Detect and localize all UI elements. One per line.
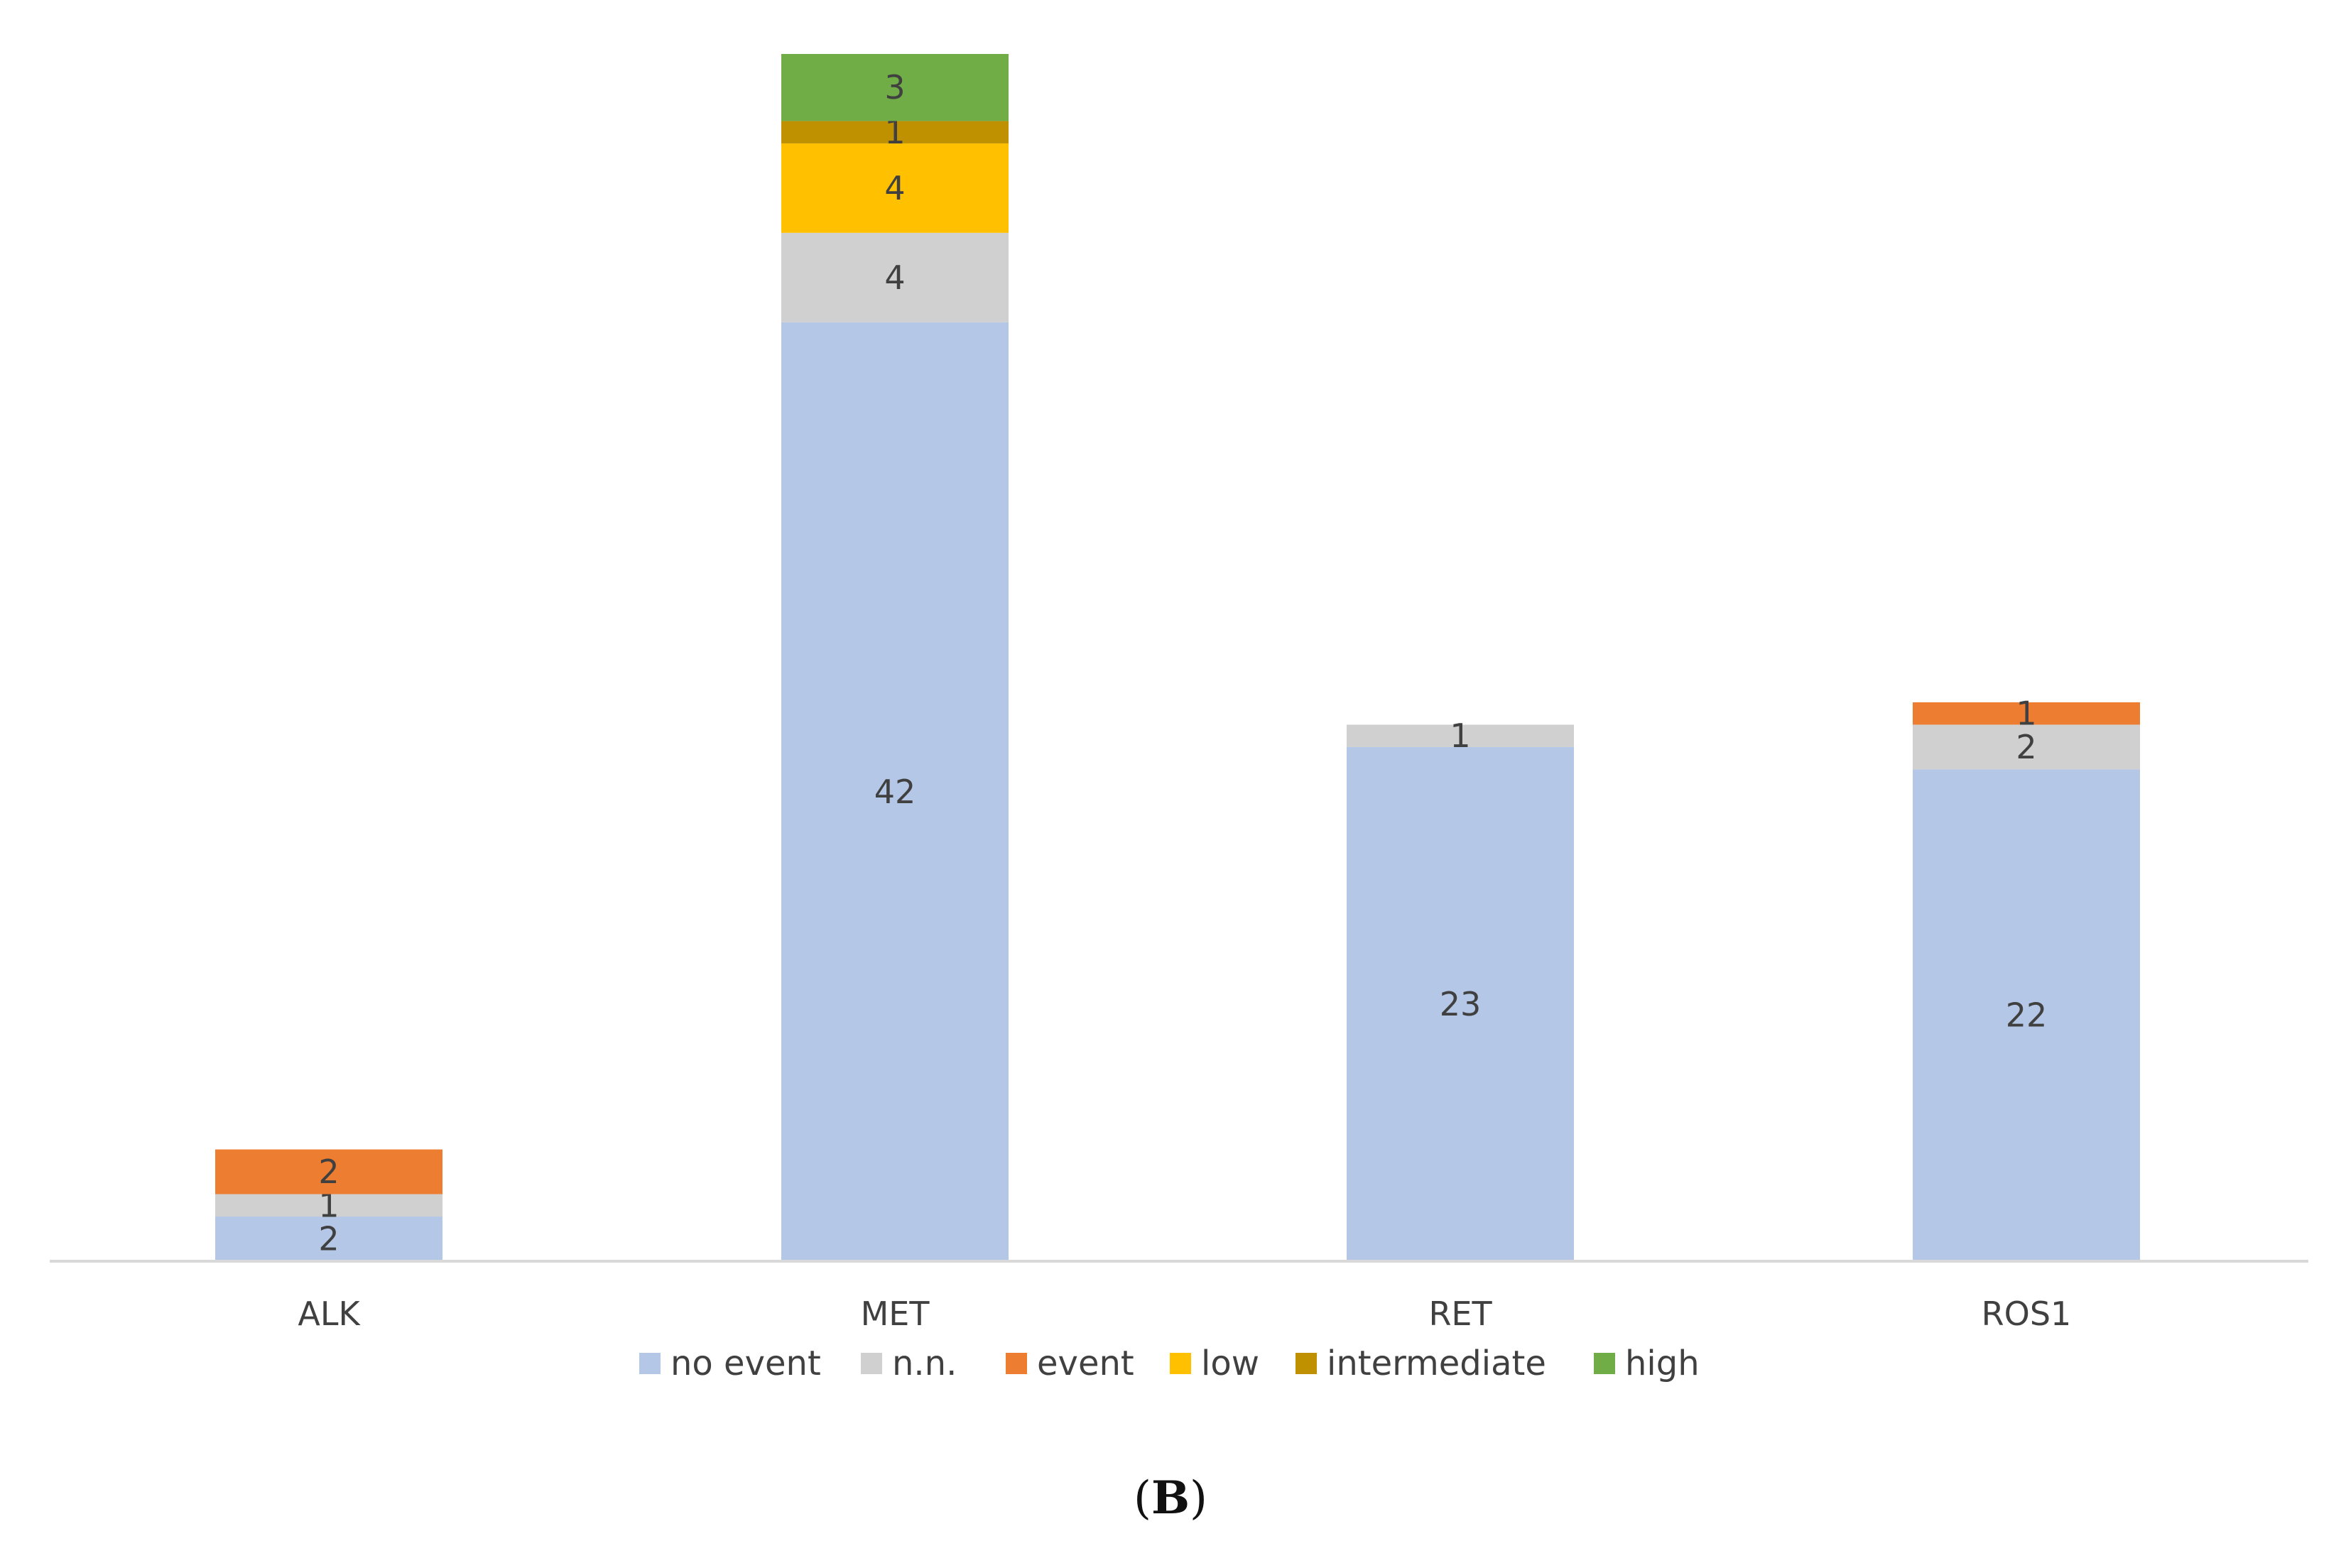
bar-ret-no-event bbox=[1347, 746, 1574, 1261]
panel-label: (B) bbox=[1133, 1471, 1208, 1525]
legend-label-low: low bbox=[1201, 1344, 1259, 1383]
bar-met-low bbox=[781, 143, 1009, 233]
bar-met-intermediate bbox=[781, 121, 1009, 143]
legend-swatch-high bbox=[1594, 1353, 1615, 1374]
bar-alk-event bbox=[215, 1149, 442, 1194]
bar-met-no-event bbox=[781, 322, 1009, 1261]
legend-label-no-event: no event bbox=[670, 1344, 821, 1383]
legend-label-event: event bbox=[1037, 1344, 1134, 1383]
bar-alk-n-n bbox=[215, 1194, 442, 1217]
legend-swatch-event bbox=[1006, 1353, 1027, 1374]
data-label-ros1-event: 1 bbox=[2016, 695, 2036, 733]
data-label-met-no-event: 42 bbox=[874, 773, 916, 811]
bar-ret-n-n bbox=[1347, 724, 1574, 747]
bar-met-high bbox=[781, 54, 1009, 121]
legend-swatch-no-event bbox=[639, 1353, 661, 1374]
data-label-met-n-n: 4 bbox=[884, 258, 905, 297]
x-tick-label-ros1: ROS1 bbox=[1982, 1295, 2072, 1333]
legend-label-intermediate: intermediate bbox=[1327, 1344, 1546, 1383]
bar-ros1-n-n bbox=[1913, 724, 2140, 770]
data-label-ros1-no-event: 22 bbox=[2006, 996, 2048, 1035]
x-tick-label-met: MET bbox=[861, 1295, 930, 1333]
data-label-alk-no-event: 2 bbox=[318, 1220, 339, 1258]
legend-label-n-n: n.n. bbox=[892, 1344, 957, 1383]
category-labels: ALK MET RET ROS1 bbox=[298, 1295, 2071, 1333]
legend: no event n.n. event low intermediate high bbox=[639, 1344, 1700, 1383]
bar-alk-no-event bbox=[215, 1216, 442, 1261]
data-label-ros1-n-n: 2 bbox=[2016, 728, 2036, 766]
data-label-met-low: 4 bbox=[884, 169, 905, 207]
x-tick-label-ret: RET bbox=[1428, 1295, 1492, 1333]
bar-ros1-event bbox=[1913, 702, 2140, 725]
data-label-ret-n-n: 1 bbox=[1450, 717, 1470, 755]
legend-swatch-n-n bbox=[861, 1353, 882, 1374]
data-label-alk-event: 2 bbox=[318, 1153, 339, 1191]
x-tick-label-alk: ALK bbox=[298, 1295, 361, 1333]
legend-swatch-low bbox=[1170, 1353, 1191, 1374]
bar-ros1-no-event bbox=[1913, 769, 2140, 1261]
data-label-ret-no-event: 23 bbox=[1440, 985, 1482, 1023]
bar-met-n-n bbox=[781, 232, 1009, 322]
data-label-met-high: 3 bbox=[884, 68, 905, 107]
legend-label-high: high bbox=[1625, 1344, 1700, 1383]
legend-swatch-intermediate bbox=[1296, 1353, 1317, 1374]
